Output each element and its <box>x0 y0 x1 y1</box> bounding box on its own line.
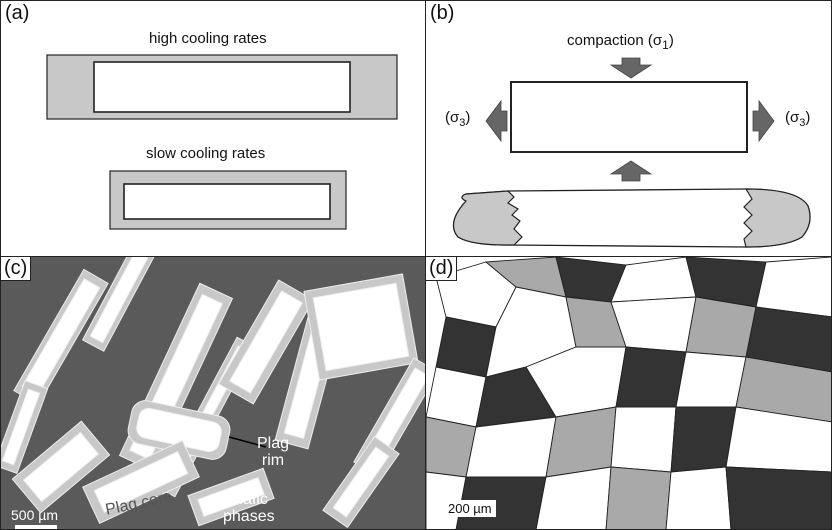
deformed-crystal-left-rim <box>452 190 523 246</box>
scale-label-c: 500 µm <box>11 507 58 523</box>
extension-arrow-left <box>485 99 508 143</box>
high-cooling-caption: high cooling rates <box>149 30 267 47</box>
panel-d: (d) 200 µm <box>426 257 832 530</box>
plagioclase-micrograph-c <box>1 257 425 529</box>
left-stress-label: (σ3) <box>445 109 471 129</box>
panel-b: (b) compaction (σ1) (σ3) (σ3) <box>426 0 832 257</box>
plag-rim-pointer <box>228 436 267 448</box>
deformed-crystal-right-rim <box>743 188 811 248</box>
scale-label-d: 200 µm <box>444 500 496 517</box>
panel-a-label: (a) <box>5 2 30 24</box>
compaction-label: compaction (σ1) <box>567 32 674 52</box>
high-cooling-crystal-core <box>93 61 351 113</box>
panel-c: (c) Plag rim Plag core Mafic phases 500 µm <box>0 257 426 530</box>
mafic-phases-label: Mafic phases <box>223 491 275 525</box>
compaction-arrow-up <box>609 160 653 182</box>
plag-rim-label: Plag rim <box>257 435 290 469</box>
slow-cooling-crystal-core <box>123 183 331 220</box>
slow-cooling-caption: slow cooling rates <box>146 145 266 162</box>
panel-c-label: (c) <box>1 257 32 281</box>
panel-a: (a) high cooling rates slow cooling rate… <box>0 0 426 257</box>
compaction-arrow-down <box>609 57 653 79</box>
panel-d-label: (d) <box>426 257 458 281</box>
extension-arrow-right <box>752 99 775 143</box>
right-stress-label: (σ3) <box>785 109 811 129</box>
scale-bar-c <box>15 525 57 529</box>
panel-b-label: (b) <box>430 2 455 24</box>
compacted-crystal <box>510 81 748 153</box>
grain-map-d <box>426 257 831 529</box>
panel-a-diagram <box>46 54 398 230</box>
panel-b-diagram <box>452 57 811 248</box>
